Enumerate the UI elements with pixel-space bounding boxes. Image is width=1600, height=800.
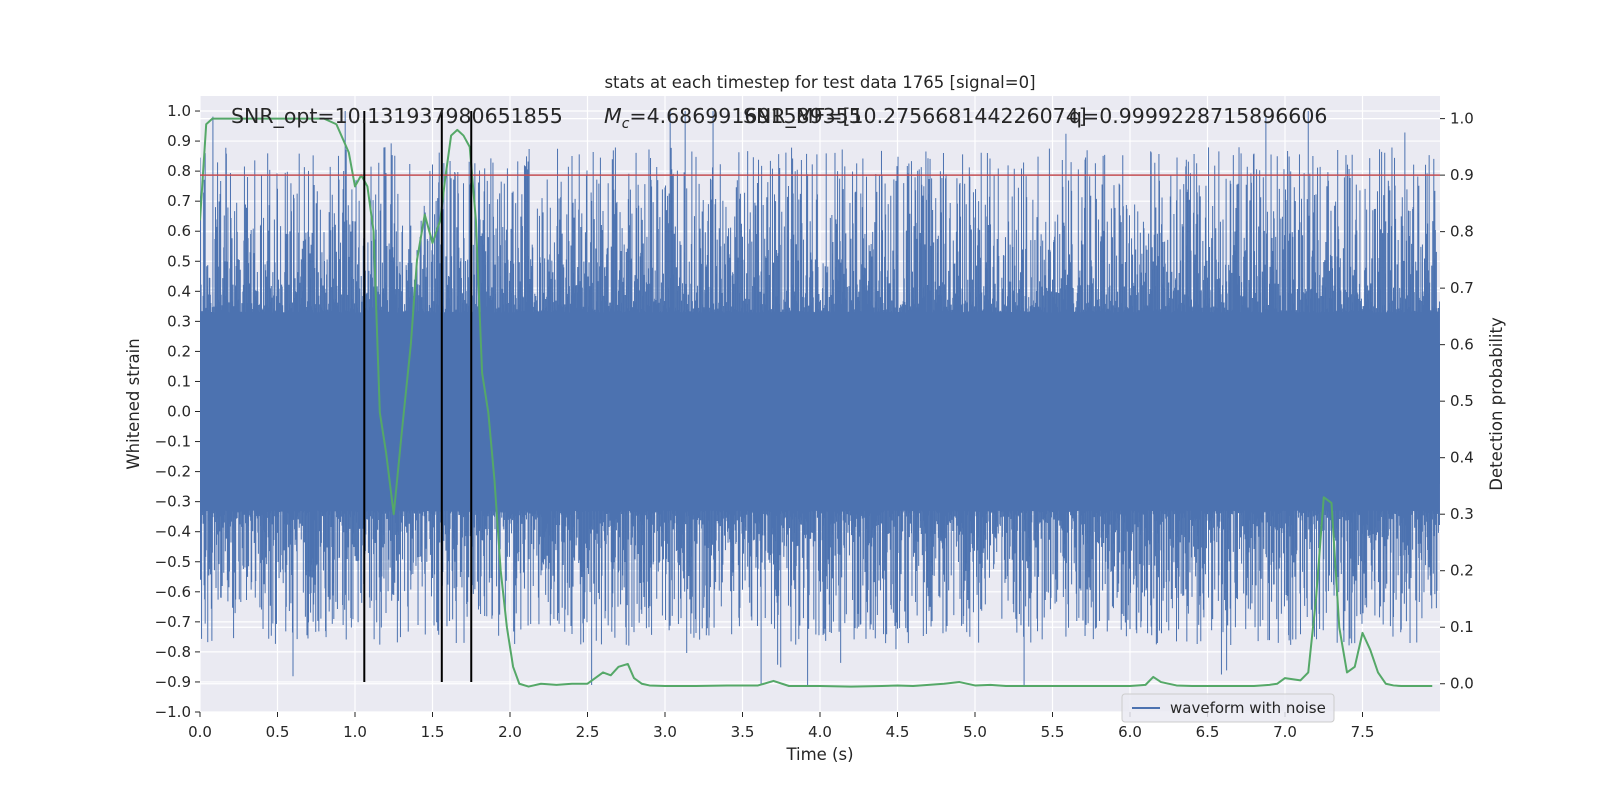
noise-band xyxy=(200,342,1440,484)
y-left-tick-label-10: 0.0 xyxy=(167,403,191,421)
y-right-tick-label-0: 0.0 xyxy=(1450,675,1474,693)
y-left-tick-label-11: 0.1 xyxy=(167,372,191,390)
x-tick-label-10: 5.0 xyxy=(963,723,987,741)
x-axis-ticks: 0.0 0.5 1.0 1.5 2.0 2.5 3.0 3.5 4.0 4.5 5.0 5.5 6.0 6… xyxy=(188,712,1374,741)
y-left-tick-label-20: 1.0 xyxy=(167,102,191,120)
x-tick-label-3: 1.5 xyxy=(421,723,445,741)
x-tick-label-0: 0.0 xyxy=(188,723,212,741)
x-tick-label-11: 5.5 xyxy=(1041,723,1065,741)
x-tick-label-9: 4.5 xyxy=(886,723,910,741)
y-right-tick-label-7: 0.7 xyxy=(1450,279,1474,297)
series-detection-probability xyxy=(200,117,1440,688)
y-left-tick-label-19: 0.9 xyxy=(167,132,191,150)
y-right-tick-label-2: 0.2 xyxy=(1450,562,1474,580)
y-left-tick-label-2: −0.8 xyxy=(155,643,191,661)
y-left-tick-label-18: 0.8 xyxy=(167,162,191,180)
chart-title: stats at each timestep for test data 176… xyxy=(604,73,1035,92)
x-tick-label-6: 3.0 xyxy=(653,723,677,741)
y-left-tick-label-0: −1.0 xyxy=(155,703,191,721)
series-waveform-with-noise xyxy=(200,111,1440,685)
y-left-tick-label-7: −0.3 xyxy=(155,493,191,511)
x-tick-label-13: 6.5 xyxy=(1196,723,1220,741)
annotation-q: q=0.9999228715896606 xyxy=(1069,104,1327,128)
annotation-mc: Mc=4.686991691589355 xyxy=(604,104,862,132)
annotation-snr-opt: SNR_opt=10.131937980651855 xyxy=(231,104,563,129)
x-tick-label-12: 6.0 xyxy=(1118,723,1142,741)
y-right-tick-label-5: 0.5 xyxy=(1450,392,1474,410)
legend-entry: waveform with noise xyxy=(1170,699,1326,717)
y-right-tick-label-8: 0.8 xyxy=(1450,223,1474,241)
probability-line xyxy=(200,117,1433,688)
x-tick-label-15: 7.5 xyxy=(1351,723,1375,741)
y-right-tick-label-6: 0.6 xyxy=(1450,336,1474,354)
vertical-markers xyxy=(363,111,473,682)
y-left-tick-label-1: −0.9 xyxy=(155,673,191,691)
x-tick-label-5: 2.5 xyxy=(576,723,600,741)
y-left-tick-label-12: 0.2 xyxy=(167,342,191,360)
y-right-tick-label-3: 0.3 xyxy=(1450,505,1474,523)
y-right-tick-label-10: 1.0 xyxy=(1450,110,1474,128)
annotation-snr-mf: SNR_MF=[10.275668144226074] xyxy=(743,104,1087,129)
y-right-tick-label-9: 0.9 xyxy=(1450,166,1474,184)
x-axis-label: Time (s) xyxy=(785,745,853,764)
y-left-axis-label: Whitened strain xyxy=(124,338,143,469)
y-left-tick-label-4: −0.6 xyxy=(155,583,191,601)
legend-box xyxy=(1121,693,1335,723)
y-left-tick-label-16: 0.6 xyxy=(167,222,191,240)
y-right-tick-label-4: 0.4 xyxy=(1450,449,1474,467)
y-right-axis-ticks: 0.0 0.1 0.2 0.3 0.4 0.5 0.6 0.7 0.8 0.9 1.0 xyxy=(1440,110,1474,693)
x-tick-label-7: 3.5 xyxy=(731,723,755,741)
y-left-axis-ticks: −1.0 −0.9 −0.8 −0.7 −0.6 −0.5 −0.4 −0.3 −0.2 −0.1… xyxy=(155,102,200,721)
x-tick-label-4: 2.0 xyxy=(498,723,522,741)
y-left-tick-label-17: 0.7 xyxy=(167,192,191,210)
legend: waveform with noise xyxy=(1121,693,1335,723)
y-left-tick-label-13: 0.3 xyxy=(167,312,191,330)
y-right-tick-label-1: 0.1 xyxy=(1450,618,1474,636)
x-tick-label-1: 0.5 xyxy=(266,723,290,741)
y-left-tick-label-15: 0.5 xyxy=(167,252,191,270)
x-tick-label-8: 4.0 xyxy=(808,723,832,741)
y-left-tick-label-14: 0.4 xyxy=(167,282,191,300)
x-tick-label-2: 1.0 xyxy=(343,723,367,741)
y-left-tick-label-9: −0.1 xyxy=(155,433,191,451)
y-left-tick-label-5: −0.5 xyxy=(155,553,191,571)
y-left-tick-label-8: −0.2 xyxy=(155,463,191,481)
y-left-tick-label-6: −0.4 xyxy=(155,523,191,541)
x-tick-label-14: 7.0 xyxy=(1273,723,1297,741)
y-left-tick-label-3: −0.7 xyxy=(155,613,191,631)
y-right-axis-label: Detection probability xyxy=(1487,317,1506,491)
